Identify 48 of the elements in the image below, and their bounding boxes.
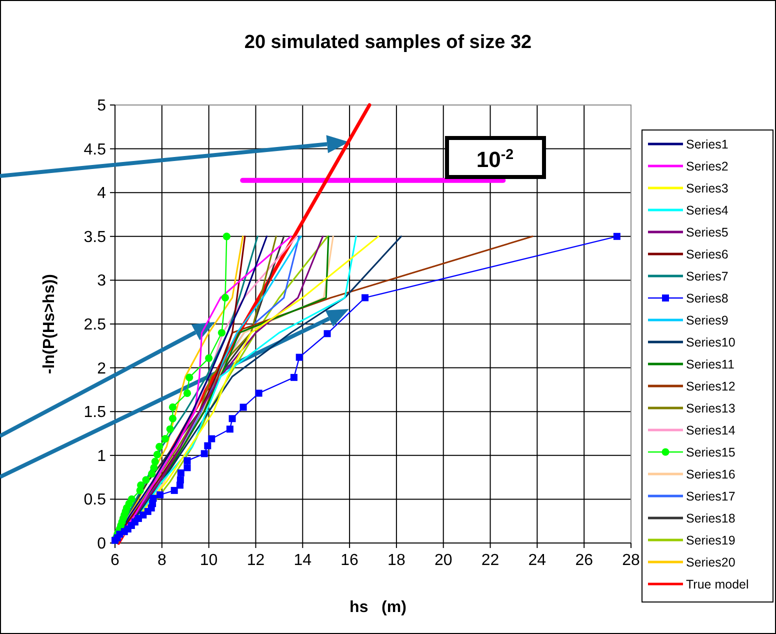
x-tick-label: 20 [434,552,452,569]
x-tick-label: 28 [622,552,640,569]
x-tick-label: 22 [481,552,500,569]
y-tick-label: 0 [97,536,106,552]
legend-label: Series18 [686,512,736,526]
legend-label: Series15 [686,446,736,460]
chart-title: 20 simulated samples of size 32 [244,32,532,53]
legend-label: Series4 [686,204,728,218]
legend-label: Series3 [686,182,728,196]
legend-label: Series11 [686,358,734,372]
y-tick-label: 0.5 [84,492,106,509]
y-tick-label: 1 [97,448,106,465]
x-tick-label: 24 [528,552,546,569]
x-axis-title: hs (m) [350,599,406,616]
y-tick-label: 2 [97,360,106,378]
x-tick-label: 16 [340,552,359,569]
y-tick-label: 3 [97,272,106,290]
legend-label: Series13 [686,402,736,416]
legend-label: Series5 [686,226,728,240]
annotation: 10$^{-2}$ [476,147,514,172]
x-tick-label: 14 [294,552,312,569]
legend-label: Series14 [686,424,736,438]
legend-label: Series9 [686,314,728,328]
legend-label: Series17 [686,490,736,504]
y-tick-label: 3.5 [84,228,106,246]
x-tick-label: 10 [200,552,218,569]
x-tick-label: 26 [575,552,594,569]
legend-label: True model [686,578,749,592]
y-tick-label: 4 [97,185,106,202]
legend-label: Series8 [686,292,728,306]
y-tick-label: 1.5 [84,404,106,422]
y-axis-title: -ln(P(Hs>hs)) [41,274,58,374]
legend-label: Series7 [686,270,728,284]
legend-label: Series2 [686,160,728,174]
legend-label: Series16 [686,468,736,482]
legend-label: Series20 [686,556,736,570]
y-tick-label: 2.5 [84,316,106,334]
legend-label: Series12 [686,380,736,394]
legend-label: Series19 [686,534,736,548]
x-tick-label: 12 [246,552,265,569]
y-tick-label: 5 [97,98,106,114]
y-tick-label: 4.5 [84,141,106,158]
legend-label: Series6 [686,248,728,262]
legend-label: Series10 [686,336,736,350]
x-tick-label: 18 [388,552,406,569]
legend-label: Series1 [686,138,728,152]
x-tick-label: 6 [110,552,120,569]
x-tick-label: 8 [157,552,166,569]
